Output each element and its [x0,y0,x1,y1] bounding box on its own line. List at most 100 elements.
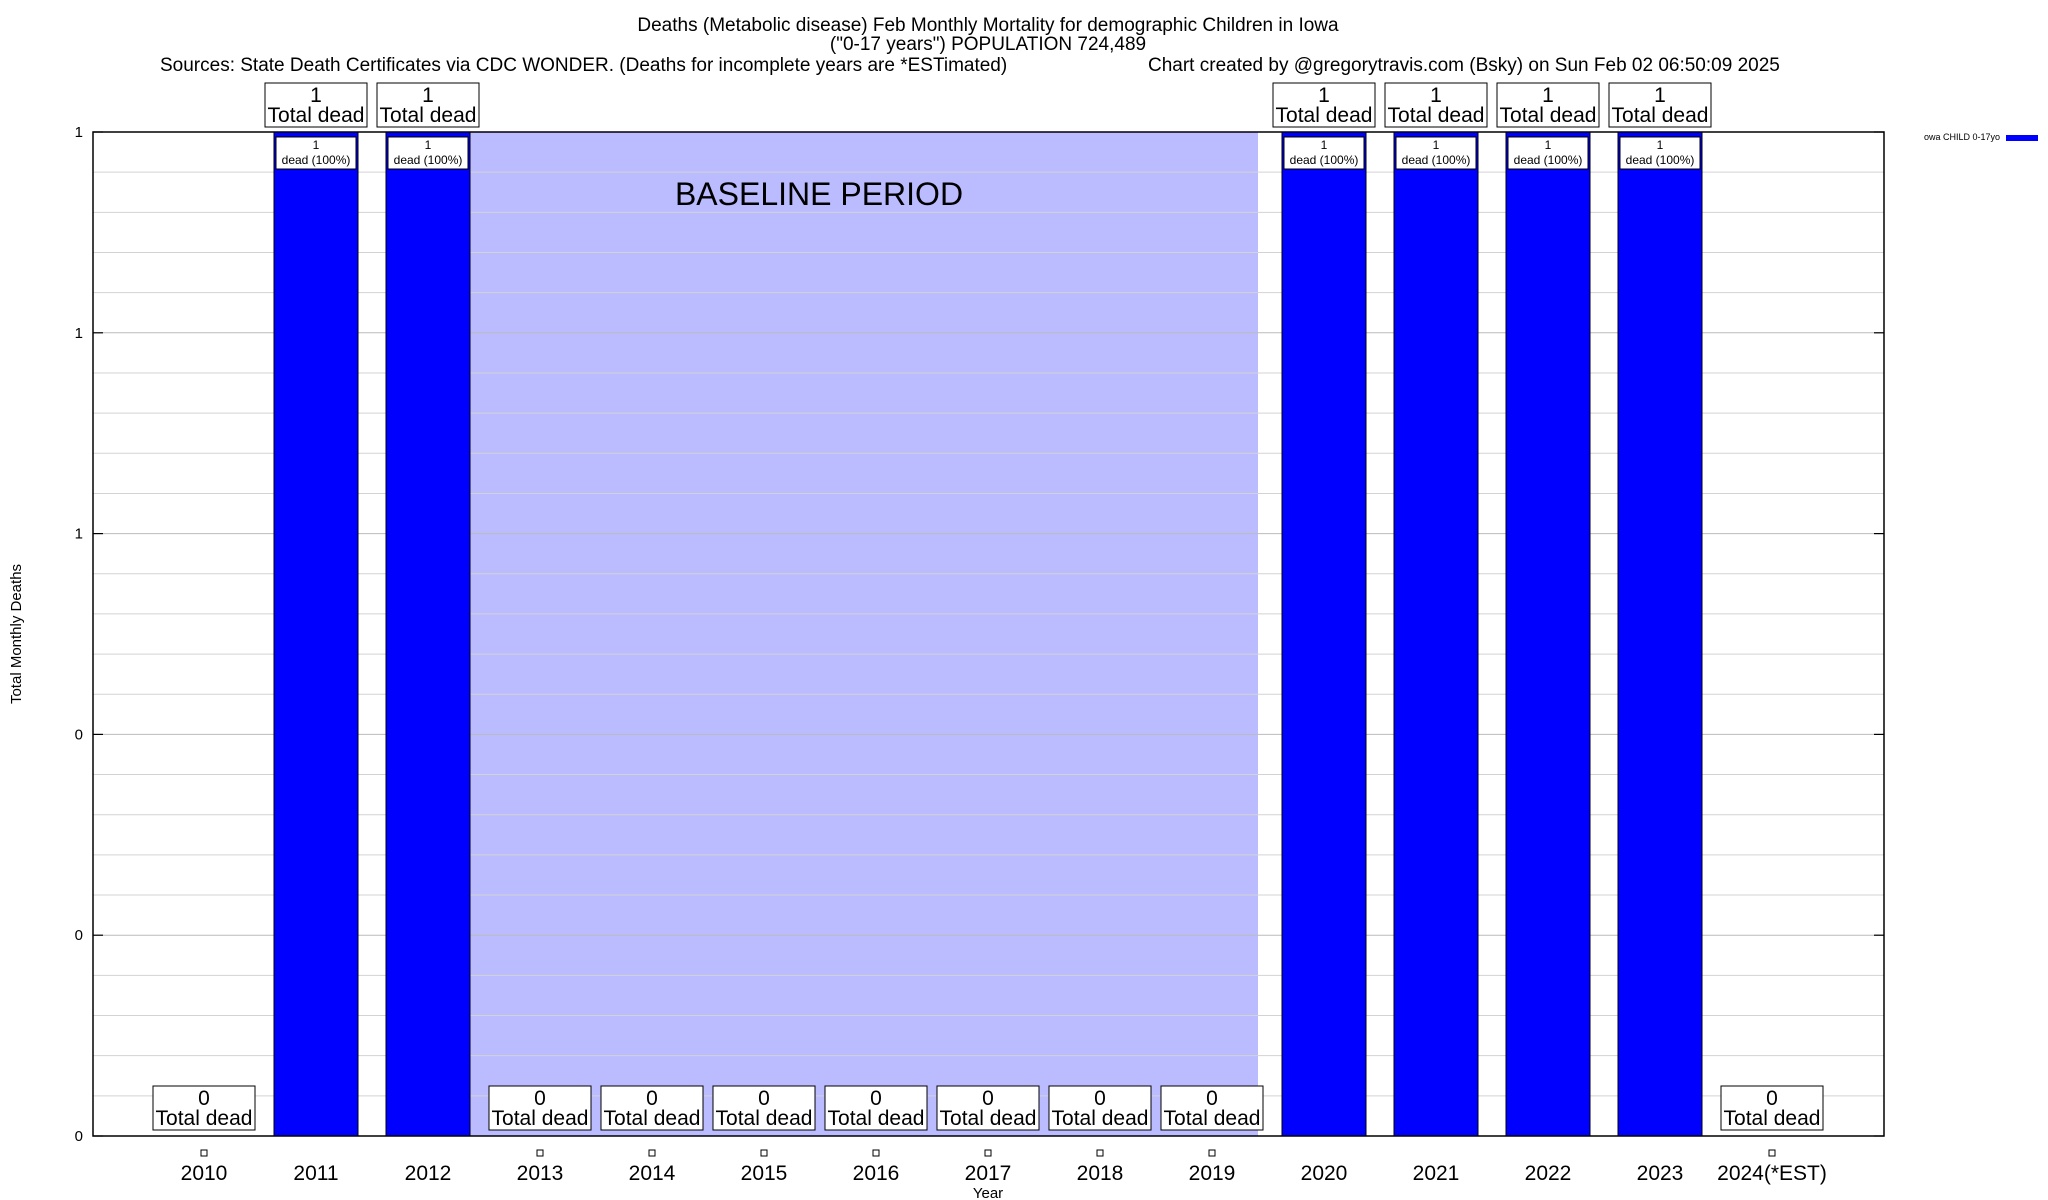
bar-inner-label-text: dead (100%) [394,153,463,167]
x-tick-label: 2021 [1413,1162,1460,1185]
x-tick-label: 2020 [1301,1162,1348,1185]
axis-layer: 0 0 0 1 1 1 2010 2011 2012 2013 2014 2015 2016 2017 20… [75,124,1884,1185]
x-tick-label: 2022 [1525,1162,1572,1185]
x-tick-label: 2013 [517,1162,564,1185]
zero-marker [872,1149,880,1157]
bar [1617,131,1703,1137]
x-tick-label: 2018 [1077,1162,1124,1185]
bar-inner-label-box [1507,136,1589,170]
bar [1393,131,1479,1137]
total-label-caption: Total dead [268,104,365,127]
total-label-caption: Total dead [380,104,477,127]
bar-inner-label-count: 1 [1545,138,1552,152]
total-label-value: 1 [310,84,322,107]
total-label-caption: Total dead [1164,1107,1261,1130]
total-label-value: 1 [1654,84,1666,107]
total-label-value: 0 [646,1087,658,1110]
zero-marker [760,1149,768,1157]
bar [385,131,471,1137]
x-tick-label: 2012 [405,1162,452,1185]
total-label-caption: Total dead [940,1107,1037,1130]
x-tick-label: 2017 [965,1162,1012,1185]
bar-inner-label-box [275,136,357,170]
total-label-caption: Total dead [492,1107,589,1130]
baseline-region [388,132,1258,1136]
total-label-box [264,82,368,128]
legend-label: owa CHILD 0-17yo [1924,132,2000,142]
bar [1281,131,1367,1137]
total-label-value: 0 [982,1087,994,1110]
total-label-caption: Total dead [1500,104,1597,127]
bars-layer [200,131,1776,1157]
zero-marker [200,1149,208,1157]
total-label-caption: Total dead [604,1107,701,1130]
total-label-value: 0 [198,1087,210,1110]
total-label-value: 0 [1206,1087,1218,1110]
total-label-box [1048,1085,1152,1131]
total-label-box [824,1085,928,1131]
total-label-value: 1 [1430,84,1442,107]
y-tick-label: 1 [75,325,83,342]
total-label-value: 0 [534,1087,546,1110]
x-tick-label: 2011 [293,1162,338,1185]
total-label-value: 0 [758,1087,770,1110]
bar-inner-label-count: 1 [1321,138,1328,152]
plot-frame [92,131,1885,1137]
total-label-value: 0 [870,1087,882,1110]
total-label-box [936,1085,1040,1131]
baseline-layer [388,132,1258,1136]
total-label-value: 1 [1542,84,1554,107]
x-tick-label: 2014 [629,1162,676,1185]
total-label-value: 1 [1318,84,1330,107]
y-tick-label: 1 [75,124,83,141]
bar-inner-label-box [1283,136,1365,170]
chart-title: Deaths (Metabolic disease) Feb Monthly M… [637,15,1339,36]
y-tick-label: 0 [75,927,83,944]
total-label-caption: Total dead [1612,104,1709,127]
total-label-caption: Total dead [828,1107,925,1130]
x-tick-label: 2016 [853,1162,900,1185]
zero-marker [1768,1149,1776,1157]
x-tick-label: 2019 [1189,1162,1236,1185]
total-label-box [376,82,480,128]
total-label-value: 0 [1766,1087,1778,1110]
bar-inner-label-text: dead (100%) [1626,153,1695,167]
total-label-caption: Total dead [156,1107,253,1130]
total-label-box [488,1085,592,1131]
y-tick-label: 0 [75,1128,83,1145]
total-label-value: 1 [422,84,434,107]
bar-inner-label-count: 1 [1657,138,1664,152]
legend-swatch [2006,135,2038,141]
total-label-box [152,1085,256,1131]
bar-inner-label-count: 1 [313,138,320,152]
x-tick-label: 2015 [741,1162,788,1185]
zero-marker [984,1149,992,1157]
bar-inner-label-text: dead (100%) [1290,153,1359,167]
zero-marker [536,1149,544,1157]
total-label-box [1272,82,1376,128]
bar-inner-label-text: dead (100%) [1514,153,1583,167]
total-label-box [1496,82,1600,128]
legend: owa CHILD 0-17yo [1924,132,2038,142]
total-label-box [712,1085,816,1131]
total-label-box [1160,1085,1264,1131]
zero-marker [648,1149,656,1157]
x-tick-label: 2010 [181,1162,228,1185]
y-tick-label: 0 [75,726,83,743]
chart-source: Sources: State Death Certificates via CD… [160,55,1007,76]
bar-inner-label-box [387,136,469,170]
bar-inner-label-count: 1 [425,138,432,152]
total-label-box [1384,82,1488,128]
chart-subtitle: ("0-17 years") POPULATION 724,489 [830,34,1146,55]
zero-marker [1096,1149,1104,1157]
y-tick-label: 1 [75,526,83,543]
total-label-box [600,1085,704,1131]
bar-inner-label-count: 1 [1433,138,1440,152]
bar [273,131,359,1137]
x-tick-label: 2024(*EST) [1717,1162,1827,1185]
total-label-box [1720,1085,1824,1131]
bar-inner-label-text: dead (100%) [282,153,351,167]
total-label-caption: Total dead [1276,104,1373,127]
bar-inner-label-box [1395,136,1477,170]
